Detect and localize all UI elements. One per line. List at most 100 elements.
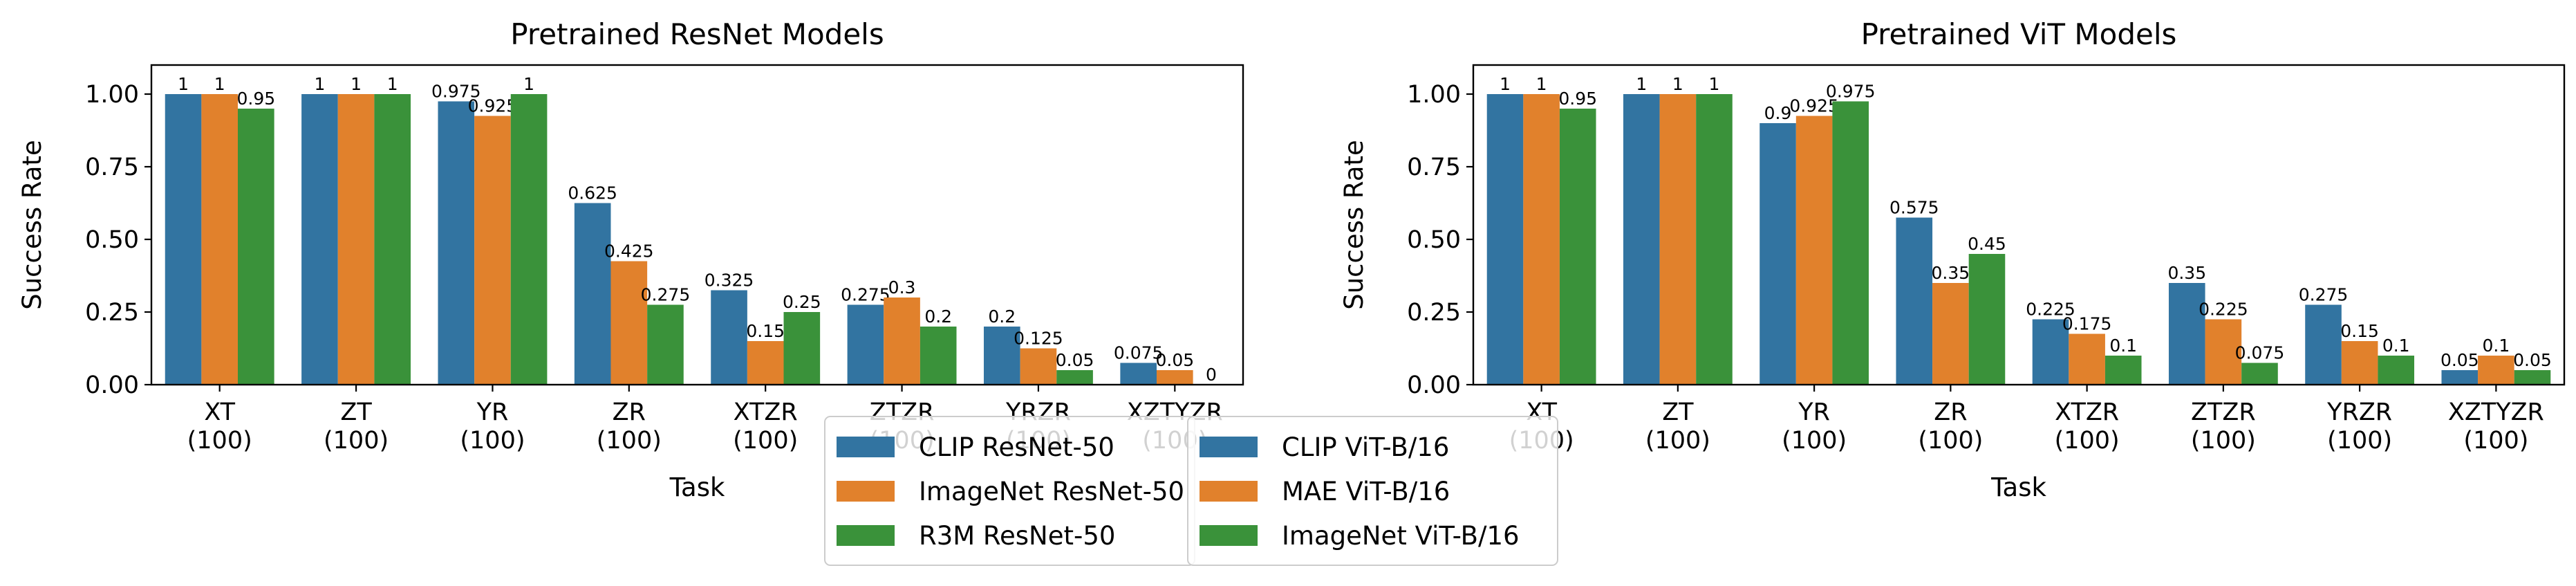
- x-tick-label-line: (100): [187, 427, 252, 455]
- x-tick-label: XZTYZR(100): [2448, 399, 2544, 455]
- bar-clip-resnet-50-3: [438, 101, 475, 385]
- data-label: 1: [314, 74, 325, 94]
- bar-r3m-resnet-50-5: [783, 312, 821, 385]
- legend-swatch: [837, 525, 895, 546]
- x-tick-label-line: YRZR: [2326, 399, 2392, 426]
- x-tick-label: ZR (100): [1918, 399, 1983, 455]
- data-label: 0.925: [1789, 96, 1839, 116]
- bar-imagenet-resnet-50-4: [610, 261, 648, 385]
- legend-box: [1187, 416, 1558, 566]
- bar-mae-vit-b-16-2: [1659, 94, 1697, 385]
- x-tick-label-line: YR: [476, 399, 509, 426]
- bar-clip-vit-b-16-1: [1486, 94, 1524, 385]
- bar-r3m-resnet-50-3: [510, 94, 548, 385]
- bar-imagenet-vit-b-16-2: [1696, 94, 1733, 385]
- data-label: 1: [1636, 74, 1647, 94]
- bar-r3m-resnet-50-2: [374, 94, 411, 385]
- bar-clip-resnet-50-7: [983, 327, 1020, 385]
- bar-clip-resnet-50-8: [1120, 363, 1157, 385]
- bar-mae-vit-b-16-4: [1932, 283, 1969, 385]
- data-label: 0.925: [468, 96, 518, 116]
- x-tick-label: YR (100): [1782, 399, 1847, 455]
- chart-title: Pretrained ViT Models: [1861, 17, 2177, 51]
- x-tick-label: ZT (100): [1645, 399, 1710, 455]
- bar-mae-vit-b-16-8: [2478, 356, 2514, 385]
- bar-imagenet-resnet-50-5: [747, 341, 784, 385]
- data-label: 0.275: [841, 285, 890, 305]
- x-tick-label-line: ZR: [1934, 399, 1967, 426]
- x-tick-label-line: ZTZR: [2191, 399, 2256, 426]
- x-tick-label-line: YR: [1798, 399, 1830, 426]
- data-label: 0.05: [1056, 350, 1094, 370]
- data-label: 1: [1500, 74, 1511, 94]
- bar-imagenet-vit-b-16-6: [2241, 363, 2278, 385]
- data-label: 1: [1672, 74, 1683, 94]
- data-label: 0.075: [1114, 343, 1164, 363]
- bar-r3m-resnet-50-1: [238, 109, 274, 385]
- x-tick-label-line: ZT: [1662, 399, 1694, 426]
- data-label: 0.225: [2199, 300, 2248, 320]
- data-label: 1: [351, 74, 362, 94]
- x-tick-label-line: (100): [2463, 427, 2528, 455]
- x-tick-label-line: (100): [2327, 427, 2392, 455]
- axes-frame: [1472, 64, 2566, 386]
- data-label: 0.45: [1968, 234, 2006, 254]
- data-label: 0.05: [2440, 350, 2479, 370]
- bar-clip-resnet-50-5: [711, 290, 747, 385]
- legend-label: CLIP ViT-B/16: [1282, 432, 1449, 462]
- y-tick-label: 1.00: [1407, 81, 1461, 109]
- x-tick-label-line: (100): [324, 427, 389, 455]
- y-tick-label: 0.50: [85, 226, 139, 254]
- x-tick-label: XT(100): [187, 399, 252, 455]
- data-label: 1: [178, 74, 189, 94]
- data-label: 1: [1709, 74, 1720, 94]
- bar-clip-vit-b-16-7: [2305, 304, 2342, 385]
- y-tick-label: 1.00: [85, 81, 139, 109]
- x-tick-label: XTZR (100): [733, 399, 798, 455]
- legend-label: ImageNet ResNet-50: [919, 477, 1184, 506]
- bar-r3m-resnet-50-7: [1056, 370, 1093, 385]
- data-label: 1: [214, 74, 225, 94]
- data-label: 0.95: [1558, 89, 1597, 109]
- legend-label: ImageNet ViT-B/16: [1282, 521, 1520, 551]
- bar-imagenet-resnet-50-8: [1156, 370, 1193, 385]
- legend-swatch: [837, 437, 895, 457]
- y-tick-label: 0.75: [1407, 154, 1461, 181]
- x-tick-label-line: (100): [1782, 427, 1847, 455]
- bar-clip-vit-b-16-3: [1760, 123, 1796, 385]
- data-label: 0.1: [2382, 336, 2410, 356]
- legend-1: CLIP ResNet-50 ImageNet ResNet-50 R3M ResN…: [824, 416, 1195, 566]
- x-tick-label-line: ZT: [340, 399, 372, 426]
- bar-clip-resnet-50-6: [847, 304, 884, 385]
- bar-imagenet-resnet-50-1: [201, 94, 239, 385]
- data-label: 1: [523, 74, 534, 94]
- data-label: 1: [387, 74, 398, 94]
- legend-label: CLIP ResNet-50: [919, 432, 1114, 462]
- axes-frame: [150, 64, 1244, 386]
- bar-clip-vit-b-16-4: [1896, 217, 1933, 385]
- bar-mae-vit-b-16-7: [2341, 341, 2378, 385]
- bar-r3m-resnet-50-6: [920, 327, 957, 385]
- bar-r3m-resnet-50-4: [647, 304, 684, 385]
- x-tick-label-line: (100): [2055, 427, 2120, 455]
- bar-imagenet-resnet-50-3: [474, 116, 511, 385]
- data-label: 0.35: [2167, 263, 2206, 283]
- data-label: 0.275: [641, 285, 691, 305]
- y-tick-label: 0.25: [1407, 299, 1461, 327]
- bar-clip-resnet-50-2: [301, 94, 338, 385]
- y-axis-label: Success Rate: [1339, 140, 1369, 310]
- x-tick-label-line: (100): [460, 427, 525, 455]
- data-label: 1: [1536, 74, 1547, 94]
- bar-clip-resnet-50-4: [574, 203, 611, 385]
- data-label: 0.975: [1826, 82, 1876, 102]
- x-axis-label: Task: [669, 473, 725, 502]
- data-label: 0.225: [2026, 300, 2075, 320]
- bar-clip-vit-b-16-2: [1623, 94, 1660, 385]
- data-label: 0.175: [2062, 314, 2112, 334]
- bar-imagenet-vit-b-16-5: [2104, 356, 2142, 385]
- data-label: 0: [1206, 365, 1217, 385]
- bar-imagenet-vit-b-16-4: [1968, 254, 2006, 385]
- data-label: 0.2: [924, 306, 952, 327]
